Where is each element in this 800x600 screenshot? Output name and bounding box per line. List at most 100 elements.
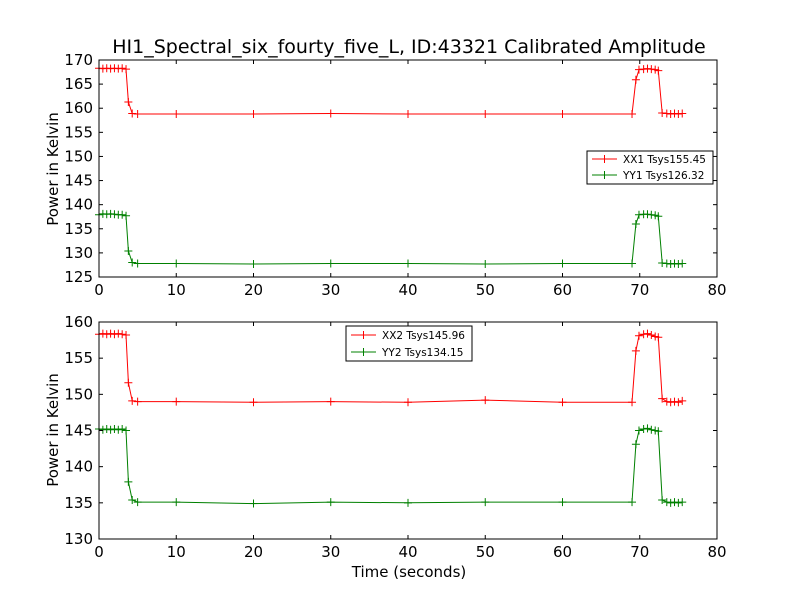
data-point-yy1 <box>631 219 640 228</box>
data-point-yy1 <box>654 212 663 221</box>
data-point-xx2 <box>110 330 119 339</box>
x-tick-label: 60 <box>553 281 572 299</box>
data-point-xx2 <box>658 394 667 403</box>
data-point-yy1 <box>128 258 137 267</box>
data-point-xx2 <box>639 330 648 339</box>
y-tick-label: 150 <box>64 147 93 165</box>
data-point-yy2 <box>124 477 133 486</box>
data-point-xx1 <box>133 110 142 119</box>
top-legend-xx1-marker <box>600 155 609 163</box>
data-point-yy2 <box>666 498 675 507</box>
top-chart-ylabel: Power in Kelvin <box>44 112 62 226</box>
data-point-xx2 <box>643 329 652 338</box>
data-point-yy2 <box>128 495 137 504</box>
data-point-xx2 <box>172 397 181 406</box>
data-point-yy2 <box>118 425 127 434</box>
top-chart-legend: XX1 Tsys155.45 YY1 Tsys126.32 <box>586 150 714 185</box>
x-tick-label: 20 <box>244 281 263 299</box>
x-tick-label: 50 <box>476 281 495 299</box>
data-point-yy2 <box>628 498 637 507</box>
data-point-yy2 <box>658 495 667 504</box>
data-point-xx1 <box>122 65 131 74</box>
series-line-xx1 <box>98 67 683 115</box>
data-point-yy2 <box>662 498 671 507</box>
data-point-yy2 <box>643 424 652 433</box>
data-point-xx2 <box>404 398 412 407</box>
data-point-yy2 <box>249 499 258 508</box>
bottom-chart-legend: XX2 Tsys145.96 YY2 Tsys134.15 <box>345 325 473 362</box>
data-point-xx1 <box>404 110 412 119</box>
data-point-xx2 <box>654 333 663 342</box>
data-point-xx2 <box>662 397 671 406</box>
data-point-xx2 <box>114 329 123 338</box>
data-point-yy1 <box>326 259 335 268</box>
data-point-yy2 <box>674 498 683 507</box>
top-legend-yy1-marker <box>600 171 609 179</box>
y-tick-label: 140 <box>64 458 93 476</box>
data-point-xx1 <box>678 109 687 118</box>
data-point-xx1 <box>628 110 637 119</box>
y-tick-label: 145 <box>64 422 93 440</box>
data-point-yy2 <box>631 440 640 449</box>
y-tick-label: 150 <box>64 385 93 403</box>
top-legend-yy1-label: YY1 Tsys126.32 <box>622 170 704 182</box>
data-point-yy2 <box>678 498 687 507</box>
data-point-xx2 <box>631 346 640 355</box>
data-point-xx2 <box>634 331 643 340</box>
data-point-xx2 <box>128 396 137 405</box>
top-legend-xx1-label: XX1 Tsys155.45 <box>623 154 706 166</box>
x-tick-label: 70 <box>630 281 649 299</box>
data-point-xx2 <box>106 329 115 338</box>
x-tick-label: 50 <box>476 543 495 561</box>
series-line-yy1 <box>98 213 683 265</box>
bottom-chart: 0 10 20 30 40 50 60 70 80 130 135 140 145 150 155 160 P… <box>44 313 727 581</box>
x-tick-label: 80 <box>707 281 726 299</box>
data-point-yy1 <box>172 259 181 268</box>
bottom-legend-xx2-label: XX2 Tsys145.96 <box>382 330 465 342</box>
x-tick-label: 60 <box>553 543 572 561</box>
top-chart-ticks: 0 10 20 30 40 50 60 70 80 125 130 135 140 145 150 155 16… <box>64 51 726 299</box>
data-point-yy2 <box>670 498 679 507</box>
data-point-yy2 <box>110 425 119 434</box>
series-yy1 <box>95 209 687 268</box>
x-tick-label: 70 <box>630 543 649 561</box>
data-point-xx1 <box>118 64 127 73</box>
data-point-xx1 <box>631 75 640 84</box>
data-point-xx1 <box>172 110 181 119</box>
data-point-xx1 <box>326 109 335 118</box>
data-point-xx2 <box>124 378 133 387</box>
series-xx2 <box>95 329 687 407</box>
data-point-yy1 <box>124 246 133 255</box>
data-point-xx2 <box>674 398 683 407</box>
y-tick-label: 145 <box>64 172 93 190</box>
bottom-legend-yy2-label: YY2 Tsys134.15 <box>381 347 463 359</box>
data-point-yy2 <box>172 498 181 507</box>
data-point-yy2 <box>639 425 648 434</box>
data-point-xx2 <box>628 398 637 407</box>
y-tick-label: 135 <box>64 220 93 238</box>
y-tick-label: 130 <box>64 244 93 262</box>
bottom-chart-data <box>95 329 687 508</box>
x-tick-label: 10 <box>167 281 186 299</box>
y-tick-label: 155 <box>64 123 93 141</box>
data-point-xx2 <box>118 330 127 339</box>
data-point-xx1 <box>481 110 490 119</box>
data-point-xx2 <box>481 396 490 405</box>
data-point-xx1 <box>558 110 567 119</box>
data-point-yy1 <box>628 259 637 268</box>
data-point-yy2 <box>481 498 490 507</box>
data-point-xx1 <box>249 110 258 119</box>
data-point-yy2 <box>558 498 567 507</box>
y-tick-label: 155 <box>64 349 93 367</box>
data-point-yy2 <box>122 426 131 435</box>
data-point-yy2 <box>647 425 656 434</box>
y-tick-label: 160 <box>64 99 93 117</box>
data-point-yy2 <box>102 425 111 434</box>
data-point-xx1 <box>124 97 133 106</box>
data-point-xx2 <box>102 330 111 339</box>
data-point-yy1 <box>481 259 490 268</box>
series-xx1 <box>95 64 687 119</box>
data-point-xx2 <box>326 397 335 406</box>
data-point-xx2 <box>133 397 142 406</box>
